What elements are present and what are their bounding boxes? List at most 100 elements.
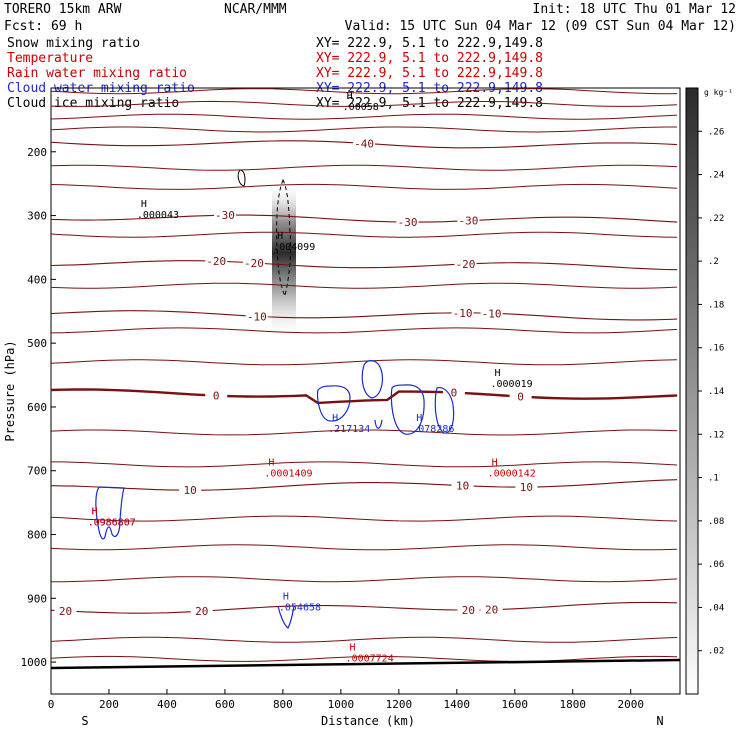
isotherm-label: 10 [184,484,197,497]
extrema-labels: H.000043H.004099H.00058H.000019H.217134H… [88,91,536,665]
isotherm-label-bg [54,604,77,617]
colorbar-tick-label: .22 [708,214,724,224]
isotherm-label-bg [242,256,265,269]
isotherm-label-bg [190,605,213,618]
cloud-water-contours [95,360,455,629]
snow-shade-core [272,182,296,340]
isotherm-line [50,327,678,334]
extremum-value: .000019 [490,379,532,390]
colorbar-tick-label: .12 [708,430,724,440]
y-tick-label: 300 [27,210,47,223]
extremum-value: .0986807 [88,518,136,529]
isotherm-label-bg [396,216,419,229]
extremum-marker: H [492,458,498,469]
isotherm-label: 10 [520,481,533,494]
isotherm-label: -40 [354,137,374,150]
plot-frame [50,87,681,695]
legend-item-xy: XY= 222.9, 5.1 to 222.9,149.8 [316,66,543,81]
x-right-end-label: N [656,714,663,728]
colorbar-tick-label: .04 [708,603,724,613]
extremum-marker: H [92,507,98,518]
isotherm-line [50,88,678,95]
isotherm-label: -30 [215,209,235,222]
extremum-value: .0007724 [346,654,394,665]
isotherm-label: 20 [485,604,498,617]
extremum-value: .054658 [279,603,321,614]
x-tick-label: 200 [99,698,119,711]
extremum-marker: H [283,592,289,603]
init-time: Init: 18 UTC Thu 01 Mar 12 [533,2,737,17]
isotherm-line [51,576,678,583]
y-axis-title: Pressure (hPa) [3,340,17,441]
colorbar-ticks: .02 .04 .06 .08 .1 .12 .14 .16 .18 .2 .22 .24 .26 [698,127,724,657]
isotherm-label: 10 [456,480,469,493]
ground-surface [50,658,681,670]
y-tick-label: 200 [27,146,47,159]
isotherm-label: -10 [453,307,473,320]
isotherm-label-bg [509,390,532,403]
isotherm-label-bg [451,306,474,319]
isotherm-line [50,282,678,289]
center-title: NCAR/MMM [224,2,287,17]
isotherm-line [50,515,678,522]
isotherm-line [50,359,678,366]
legend-item-xy: XY= 222.9, 5.1 to 222.9,149.8 [316,36,543,51]
isotherm-label: -30 [398,216,418,229]
extremum-marker: H [332,413,338,424]
x-tick-label: 400 [157,698,177,711]
extremum-value: .000043 [137,210,179,221]
isotherm-label-bg [205,389,228,402]
isotherm-label: -10 [482,307,502,320]
extremum-value: .00058 [343,102,379,113]
temperature-isotherms: -40 -30 -30 -30 -20 -20 -20 -10 -10 -10 0 0 0 10 10 10 2… [50,137,678,618]
y-tick-label: 1000 [21,656,48,669]
cloud-water-contour [374,419,383,429]
isotherm-line [50,429,678,436]
extremum-marker: H [350,643,356,654]
colorbar-tick-label: .26 [708,127,724,137]
extremum-marker: H [141,199,147,210]
x-left-end-label: S [81,714,88,728]
isotherm-label: 0 [451,387,458,400]
isotherm-label-bg [451,479,474,492]
field-legend: Snow mixing ratio XY= 222.9, 5.1 to 222.9… [7,36,543,111]
x-tick-label: 1800 [560,698,587,711]
isotherm-label: -20 [244,257,264,270]
colorbar-tick-label: .02 [708,647,724,657]
cloud-water-contour [95,486,125,540]
forecast-hour: Fcst: 69 h [4,19,82,34]
extremum-marker: H [416,413,422,424]
legend-item-name: Cloud ice mixing ratio [7,96,179,111]
extremum-value: .0000142 [488,469,536,480]
isotherm-line [50,126,678,133]
isotherm-line [50,260,678,271]
extremum-value: .0986807 [88,518,136,529]
isotherm-line [50,388,678,405]
axes: 0 200 400 600 800 1000 1200 1400 1600 1800 2000200… [21,146,644,711]
colorbar-tick-label: .08 [708,517,724,527]
x-tick-label: 600 [215,698,235,711]
cloud-water-contour [361,360,383,399]
isotherm-label-bg [179,484,202,497]
isotherm-line [50,601,678,614]
extremum-value: .004099 [273,242,315,253]
isotherm-label: 0 [517,391,524,404]
snow-contour-dashed [276,178,292,298]
x-tick-label: 1600 [502,698,529,711]
legend-item-name: Snow mixing ratio [7,36,140,51]
extremum-marker: H [494,368,500,379]
legend-item-name: Rain water mixing ratio [7,66,187,81]
cloud-water-contour [434,387,455,434]
x-tick-label: 1400 [444,698,471,711]
colorbar-gradient [685,87,699,695]
x-tick-label: 2000 [617,698,644,711]
cloud-water-contour [316,385,351,422]
isotherm-label: 20 [462,604,475,617]
extremum-value: .0001409 [264,469,312,480]
isotherm-line [50,164,678,171]
isotherm-line [50,655,678,662]
cloud-water-contour [390,384,425,435]
x-tick-label: 800 [273,698,293,711]
y-tick-label: 600 [27,401,47,414]
